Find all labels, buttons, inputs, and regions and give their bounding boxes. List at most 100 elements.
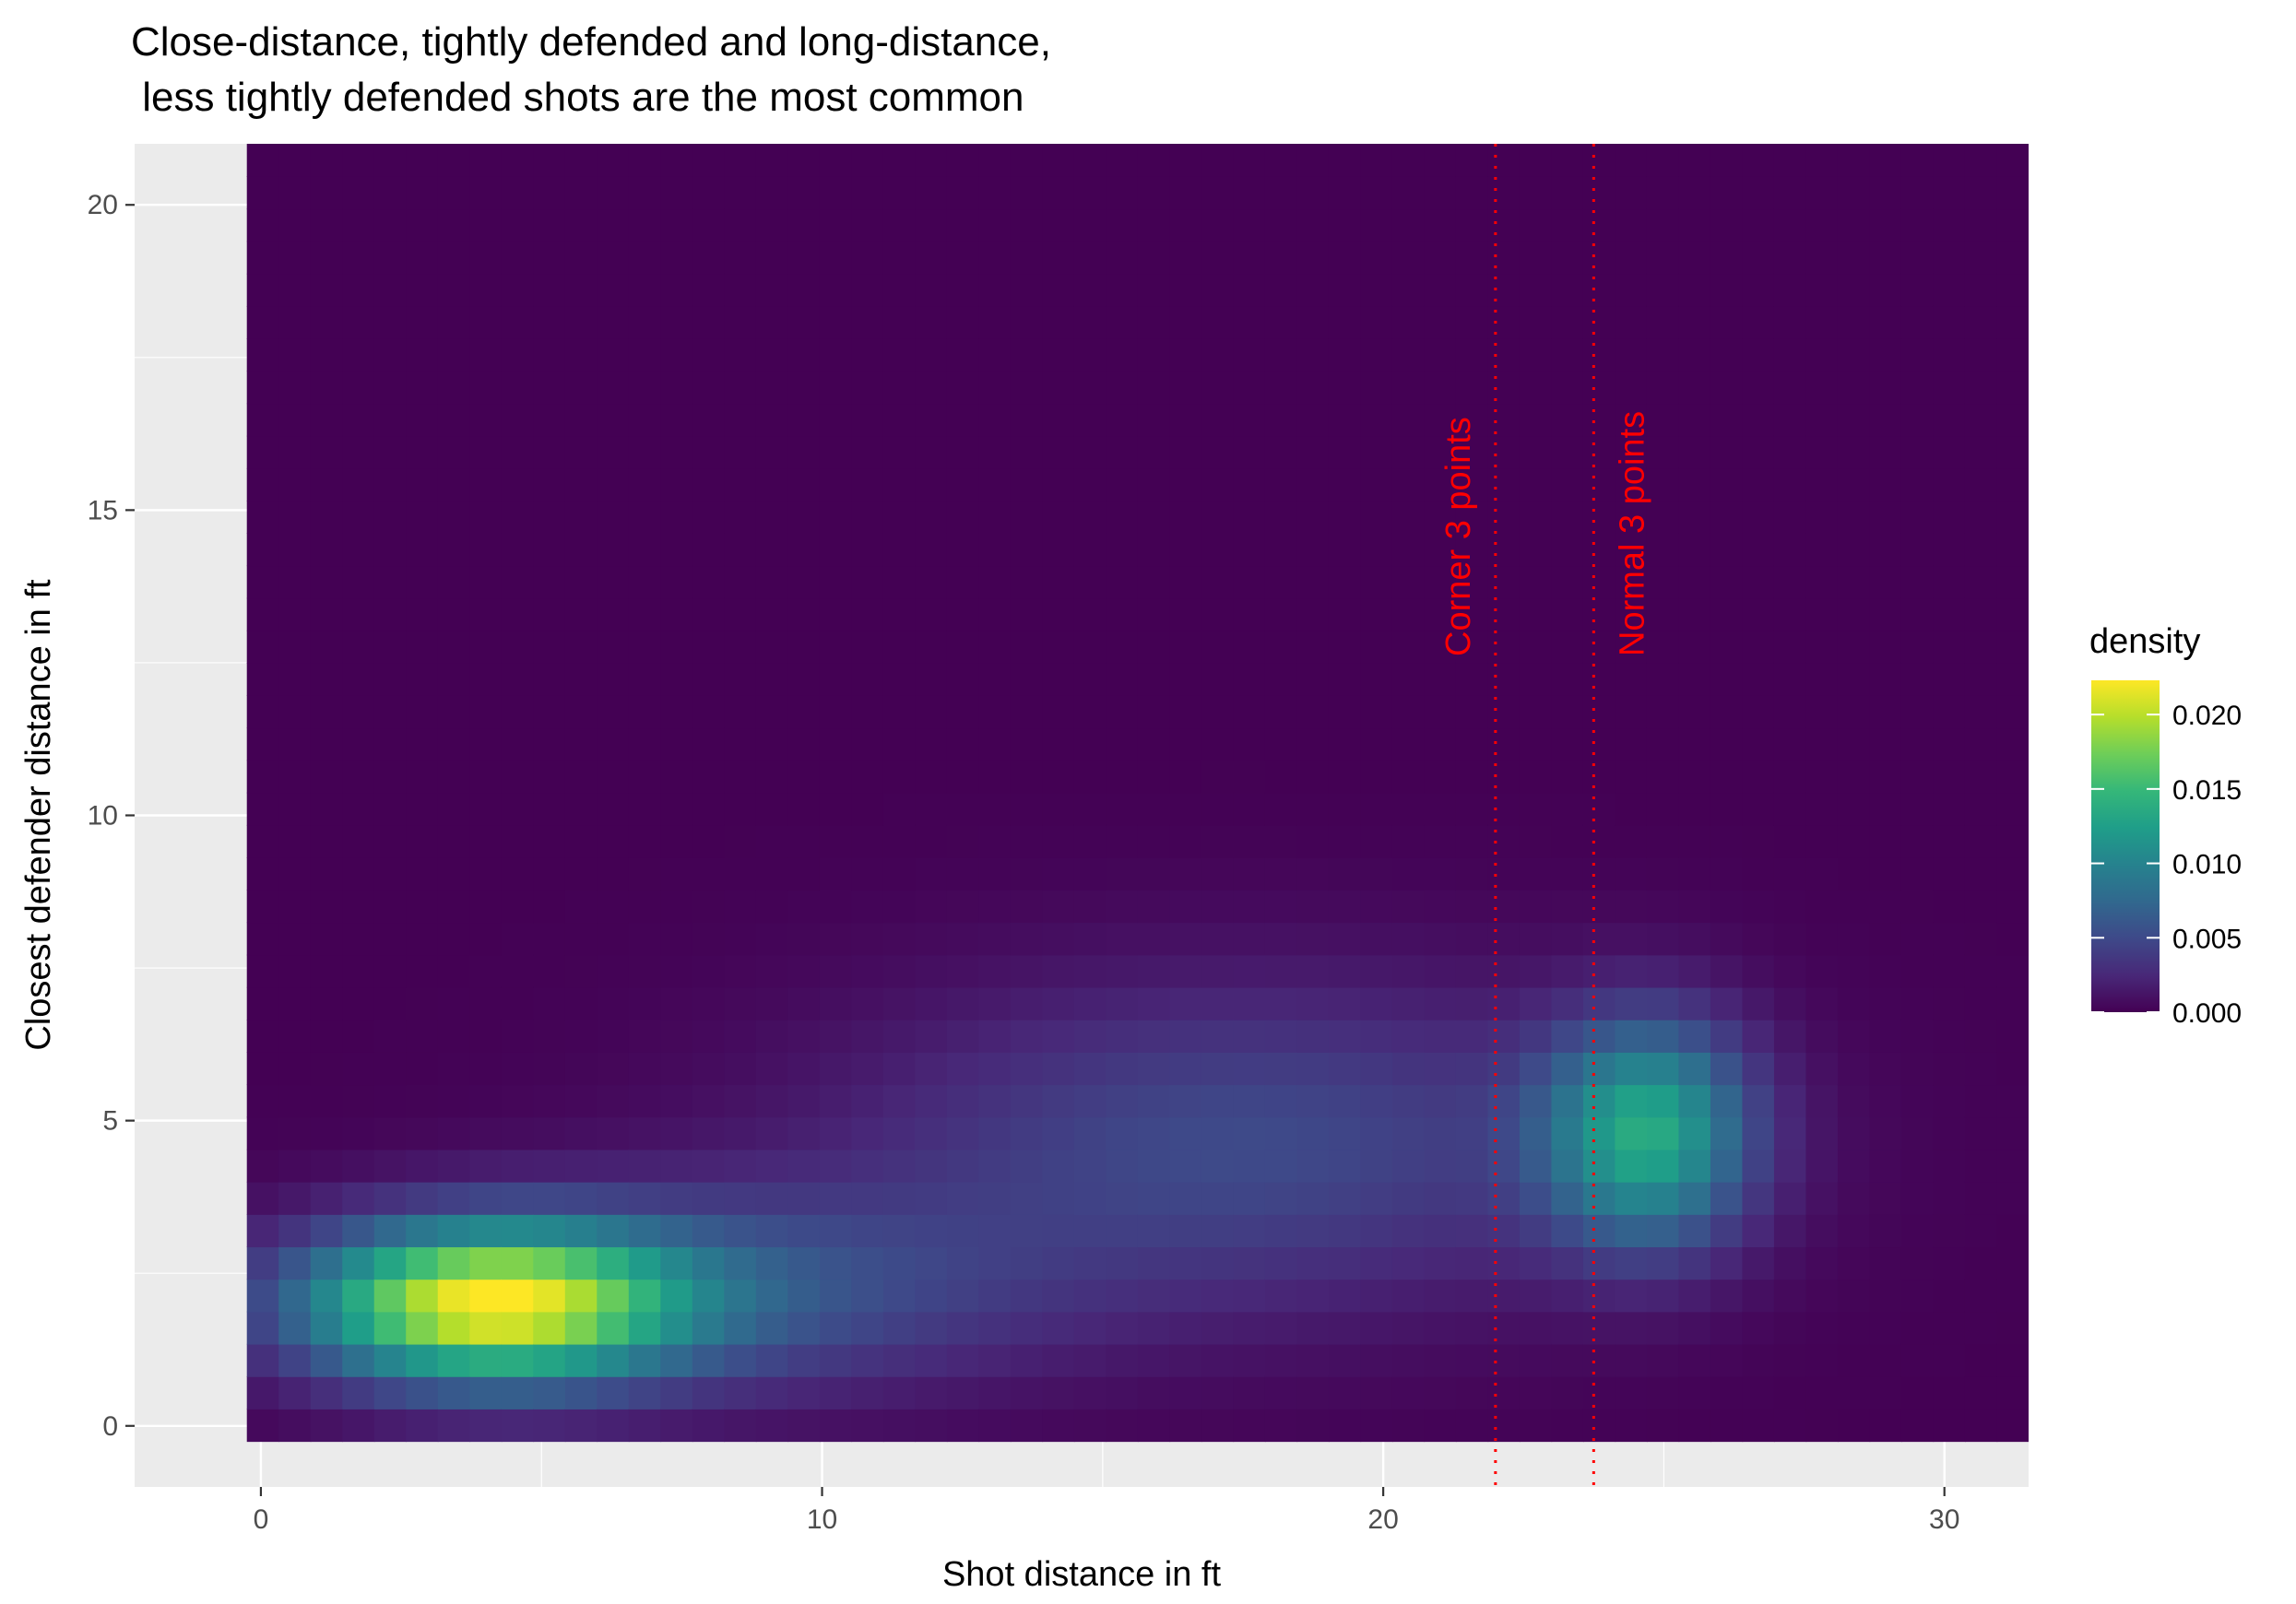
heatmap-tile: [755, 760, 789, 794]
heatmap-tile: [819, 630, 853, 664]
heatmap-tile: [1487, 371, 1521, 405]
heatmap-tile: [1933, 273, 1966, 307]
heatmap-tile: [1010, 1214, 1044, 1248]
heatmap-tile: [1073, 565, 1107, 599]
heatmap-tile: [246, 1214, 280, 1248]
heatmap-tile: [246, 435, 280, 469]
heatmap-tile: [628, 1116, 662, 1150]
heatmap-tile: [1328, 371, 1362, 405]
heatmap-tile: [564, 792, 598, 826]
heatmap-tile: [1773, 1149, 1807, 1183]
heatmap-tile: [1615, 1149, 1648, 1183]
heatmap-tile: [597, 144, 630, 177]
heatmap-tile: [1869, 986, 1902, 1020]
heatmap-tile: [1106, 533, 1139, 567]
heatmap-tile: [882, 1052, 917, 1086]
heatmap-tile: [310, 986, 344, 1020]
heatmap-tile: [1710, 824, 1744, 858]
heatmap-tile: [469, 176, 503, 210]
heatmap-tile: [1519, 857, 1553, 891]
heatmap-tile: [1010, 1279, 1044, 1313]
heatmap-tile: [1328, 435, 1362, 469]
heatmap-tile: [1042, 922, 1075, 956]
legend-tick-label: 0.015: [2172, 775, 2242, 806]
heatmap-tile: [1869, 760, 1902, 794]
heatmap-tile: [755, 176, 789, 210]
heatmap-tile: [1964, 501, 1998, 534]
heatmap-tile: [755, 1343, 789, 1377]
heatmap-tile: [278, 1149, 312, 1183]
heatmap-tile: [692, 371, 726, 405]
heatmap-tile: [1519, 338, 1553, 372]
heatmap-tile: [1042, 1116, 1075, 1150]
heatmap-tile: [533, 176, 566, 210]
heatmap-tile: [533, 435, 566, 469]
heatmap-tile: [692, 1343, 726, 1377]
heatmap-tile: [882, 467, 917, 501]
heatmap-tile: [1805, 371, 1839, 405]
heatmap-tile: [1042, 305, 1075, 339]
heatmap-tile: [406, 890, 439, 924]
heatmap-tile: [1519, 1311, 1553, 1345]
heatmap-tile: [373, 533, 408, 567]
heatmap-tile: [1964, 760, 1998, 794]
y-axis-title: Closest defender distance in ft: [19, 579, 58, 1051]
heatmap-tile: [1933, 1375, 1966, 1409]
heatmap-tile: [915, 922, 948, 956]
heatmap-tile: [1391, 986, 1426, 1020]
heatmap-tile: [246, 241, 280, 275]
heatmap-tile: [1169, 338, 1202, 372]
heatmap-tile: [469, 597, 503, 631]
heatmap-tile: [1296, 1375, 1330, 1409]
heatmap-tile: [1360, 1279, 1393, 1313]
heatmap-tile: [1360, 533, 1393, 567]
heatmap-tile: [1805, 565, 1839, 599]
heatmap-tile: [628, 1409, 662, 1443]
heatmap-tile: [278, 727, 312, 761]
heatmap-tile: [660, 695, 693, 729]
heatmap-tile: [628, 1343, 662, 1377]
heatmap-tile: [1551, 922, 1584, 956]
heatmap-tile: [1805, 760, 1839, 794]
heatmap-tile: [373, 857, 408, 891]
heatmap-tile: [978, 890, 1012, 924]
heatmap-tile: [597, 727, 630, 761]
heatmap-tile: [628, 792, 662, 826]
heatmap-tile: [1519, 986, 1553, 1020]
heatmap-tile: [1328, 824, 1362, 858]
heatmap-tile: [246, 533, 280, 567]
heatmap-tile: [406, 533, 439, 567]
heatmap-tile: [1328, 1311, 1362, 1345]
heatmap-tile: [1360, 144, 1393, 177]
heatmap-tile: [1296, 824, 1330, 858]
heatmap-tile: [660, 501, 693, 534]
heatmap-tile: [1646, 1246, 1680, 1280]
heatmap-tile: [1582, 241, 1616, 275]
heatmap-tile: [1742, 824, 1775, 858]
heatmap-tile: [1137, 565, 1171, 599]
heatmap-tile: [1646, 630, 1680, 664]
heatmap-tile: [564, 435, 598, 469]
heatmap-tile: [1805, 241, 1839, 275]
heatmap-tile: [660, 565, 693, 599]
heatmap-tile: [1678, 403, 1711, 437]
heatmap-tile: [1837, 986, 1871, 1020]
heatmap-tile: [819, 1311, 853, 1345]
heatmap-tile: [851, 144, 884, 177]
heatmap-tile: [628, 1214, 662, 1248]
heatmap-tile: [406, 305, 439, 339]
heatmap-tile: [310, 597, 344, 631]
heatmap-tile: [1964, 467, 1998, 501]
heatmap-tile: [1264, 1343, 1298, 1377]
heatmap-tile: [1042, 176, 1075, 210]
heatmap-tile: [1615, 435, 1648, 469]
heatmap-tile: [1869, 662, 1902, 696]
heatmap-tile: [1773, 501, 1807, 534]
heatmap-tile: [1933, 760, 1966, 794]
heatmap-tile: [246, 760, 280, 794]
heatmap-tile: [533, 371, 566, 405]
heatmap-tile: [660, 241, 693, 275]
heatmap-tile: [1900, 273, 1935, 307]
heatmap-tile: [469, 890, 503, 924]
heatmap-tile: [628, 1375, 662, 1409]
